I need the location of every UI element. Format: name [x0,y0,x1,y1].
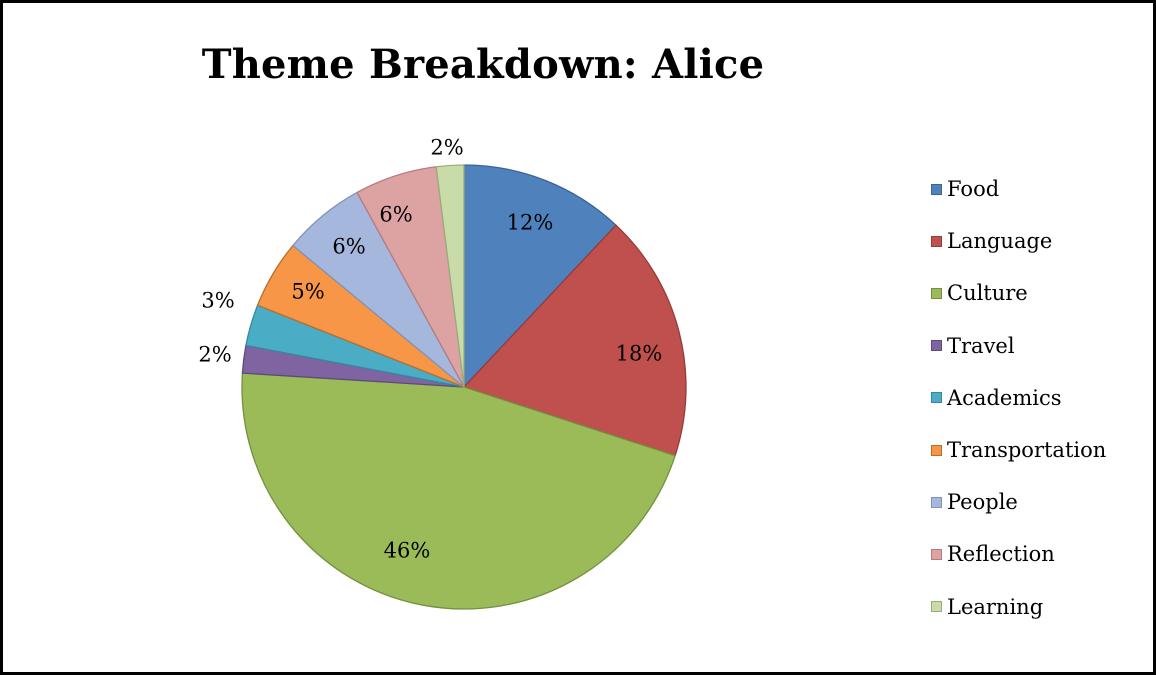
legend-swatch [931,340,942,352]
data-label-learning: 2% [430,136,463,160]
legend-label: Culture [947,281,1028,306]
legend-swatch [931,444,942,456]
pie-slice-learning [435,164,465,388]
data-label-language: 18% [616,342,663,366]
legend-swatch [931,392,942,404]
pie-slice-culture [241,372,676,610]
legend-item-transportation: Transportation [931,424,1151,476]
legend-item-reflection: Reflection [931,528,1151,580]
data-label-culture: 46% [384,539,431,563]
legend-label: Learning [947,594,1044,619]
legend-item-food: Food [931,163,1151,215]
legend-label: Reflection [947,542,1055,567]
legend-swatch [931,496,942,508]
data-label-transportation: 5% [291,280,324,304]
data-label-reflection: 6% [379,203,412,227]
legend-label: Language [947,229,1053,254]
legend-item-learning: Learning [931,581,1151,633]
legend-swatch [931,287,942,299]
legend-swatch [931,601,942,613]
pie-slice-food [463,164,617,389]
data-label-people: 6% [332,235,365,259]
legend-item-language: Language [931,215,1151,267]
legend-swatch [931,235,942,247]
legend-label: People [947,490,1018,515]
legend-item-people: People [931,476,1151,528]
pie-slice-language [462,224,687,457]
chart-title: Theme Breakdown: Alice [201,41,765,88]
legend-label: Food [947,177,1000,202]
data-label-travel: 2% [198,343,231,367]
pie-chart: 12% 18% 46% 2% 3% 5% 6% 6% 2% [198,136,687,610]
data-label-food: 12% [507,211,554,235]
data-label-academics: 3% [201,289,234,313]
legend-item-travel: Travel [931,320,1151,372]
legend-item-culture: Culture [931,267,1151,319]
legend-label: Transportation [947,438,1107,463]
legend-label: Travel [947,333,1015,358]
legend-swatch [931,183,942,195]
chart-legend: Food Language Culture Travel Academics Transp… [931,163,1151,633]
legend-label: Academics [947,385,1062,410]
legend-item-academics: Academics [931,372,1151,424]
legend-swatch [931,548,942,560]
